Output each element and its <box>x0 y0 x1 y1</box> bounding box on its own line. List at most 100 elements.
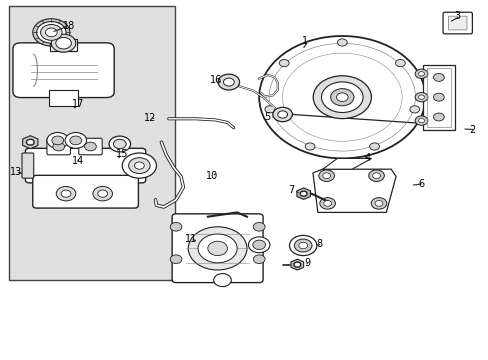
Circle shape <box>253 222 264 231</box>
Circle shape <box>65 132 86 148</box>
Circle shape <box>418 118 424 123</box>
Text: 5: 5 <box>264 112 270 122</box>
Circle shape <box>279 59 288 67</box>
Circle shape <box>323 201 331 206</box>
Circle shape <box>41 24 62 40</box>
Circle shape <box>264 106 274 113</box>
Text: 10: 10 <box>206 171 218 181</box>
Circle shape <box>70 136 81 145</box>
Circle shape <box>294 239 311 252</box>
Circle shape <box>395 59 405 67</box>
Circle shape <box>252 240 265 249</box>
Bar <box>9 6 175 280</box>
Circle shape <box>188 227 246 270</box>
FancyBboxPatch shape <box>172 214 263 283</box>
Text: 16: 16 <box>210 75 222 85</box>
FancyBboxPatch shape <box>79 138 102 155</box>
Circle shape <box>128 158 150 174</box>
Polygon shape <box>22 136 38 149</box>
Circle shape <box>336 93 347 102</box>
Circle shape <box>259 36 425 158</box>
Text: 8: 8 <box>316 239 322 249</box>
Circle shape <box>409 106 419 113</box>
Circle shape <box>432 93 443 101</box>
Circle shape <box>289 235 316 256</box>
FancyBboxPatch shape <box>47 138 70 155</box>
FancyBboxPatch shape <box>22 153 34 178</box>
Circle shape <box>319 198 335 209</box>
Bar <box>49 90 78 106</box>
Circle shape <box>93 186 112 201</box>
Circle shape <box>368 170 384 181</box>
Circle shape <box>45 28 57 37</box>
Text: 6: 6 <box>417 179 424 189</box>
Polygon shape <box>312 169 395 212</box>
Circle shape <box>432 73 443 81</box>
Circle shape <box>198 234 237 263</box>
Circle shape <box>272 107 292 122</box>
Text: 9: 9 <box>304 258 310 268</box>
Circle shape <box>223 78 234 86</box>
Circle shape <box>305 143 314 150</box>
Circle shape <box>414 69 427 78</box>
Circle shape <box>369 143 379 150</box>
FancyBboxPatch shape <box>447 16 466 30</box>
Text: 11: 11 <box>184 234 197 244</box>
Circle shape <box>26 139 34 145</box>
Circle shape <box>414 93 427 102</box>
Circle shape <box>318 170 334 181</box>
Circle shape <box>98 190 107 197</box>
Circle shape <box>374 201 382 206</box>
Circle shape <box>414 116 427 125</box>
Circle shape <box>218 74 239 90</box>
FancyBboxPatch shape <box>33 175 138 208</box>
Circle shape <box>51 34 76 52</box>
Circle shape <box>61 190 71 197</box>
Circle shape <box>33 19 70 46</box>
Circle shape <box>337 39 346 46</box>
Circle shape <box>432 113 443 121</box>
Text: 4: 4 <box>364 153 370 163</box>
Circle shape <box>170 222 182 231</box>
FancyBboxPatch shape <box>442 12 471 34</box>
Circle shape <box>113 139 126 149</box>
FancyBboxPatch shape <box>25 148 145 183</box>
Text: 2: 2 <box>468 125 475 135</box>
Circle shape <box>312 76 371 119</box>
Text: 3: 3 <box>454 11 460 21</box>
Circle shape <box>109 136 130 152</box>
Text: 13: 13 <box>10 167 22 177</box>
Text: 7: 7 <box>288 185 294 195</box>
FancyBboxPatch shape <box>13 43 114 98</box>
Polygon shape <box>322 158 371 169</box>
Circle shape <box>56 37 71 49</box>
Circle shape <box>134 162 144 169</box>
Circle shape <box>84 142 96 151</box>
Text: 1: 1 <box>302 36 308 46</box>
Text: 18: 18 <box>62 21 75 31</box>
Circle shape <box>248 237 269 253</box>
Circle shape <box>207 241 227 256</box>
Text: 15: 15 <box>116 149 128 159</box>
Circle shape <box>170 255 182 264</box>
Polygon shape <box>290 259 303 270</box>
Circle shape <box>418 72 424 76</box>
Bar <box>50 39 77 51</box>
Circle shape <box>253 255 264 264</box>
Circle shape <box>213 274 231 287</box>
Circle shape <box>372 173 380 179</box>
Circle shape <box>52 136 63 145</box>
Circle shape <box>56 186 76 201</box>
Circle shape <box>47 132 68 148</box>
Text: 14: 14 <box>72 156 84 166</box>
Circle shape <box>277 111 287 118</box>
Circle shape <box>122 153 156 178</box>
Circle shape <box>300 191 306 196</box>
Polygon shape <box>296 188 310 199</box>
Circle shape <box>53 142 64 151</box>
Circle shape <box>321 82 362 112</box>
Circle shape <box>330 89 353 106</box>
Circle shape <box>298 242 307 249</box>
Circle shape <box>418 95 424 99</box>
Circle shape <box>370 198 386 209</box>
